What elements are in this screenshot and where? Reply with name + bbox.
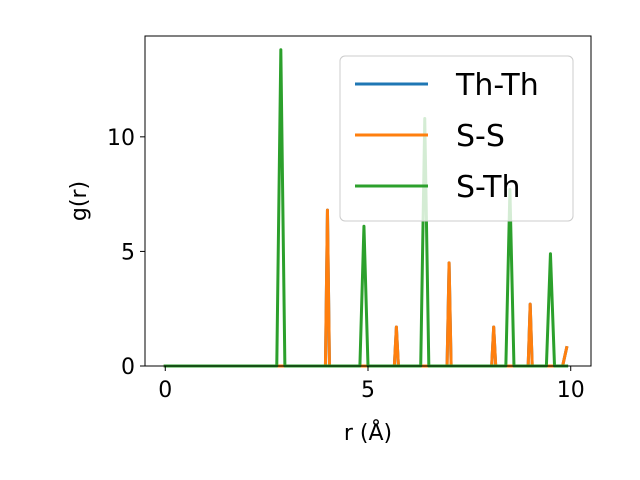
legend-label-s-s: S-S — [456, 119, 505, 154]
y-tick-label: 10 — [107, 126, 135, 151]
y-axis-label: g(r) — [67, 181, 92, 221]
x-axis-label: r (Å) — [344, 419, 392, 446]
axis-ticks: 0 5 10 0 5 10 — [107, 126, 585, 403]
legend-box — [339, 55, 574, 222]
legend: Th-Th S-S S-Th — [339, 55, 574, 222]
legend-label-th-th: Th-Th — [455, 68, 539, 103]
x-tick-label: 10 — [557, 378, 585, 403]
series-line-s-s — [163, 208, 569, 368]
y-tick-label: 0 — [121, 355, 135, 380]
y-tick-label: 5 — [121, 240, 135, 265]
x-tick-label: 0 — [158, 378, 172, 403]
x-tick-label: 5 — [361, 378, 375, 403]
legend-label-s-th: S-Th — [456, 170, 520, 205]
